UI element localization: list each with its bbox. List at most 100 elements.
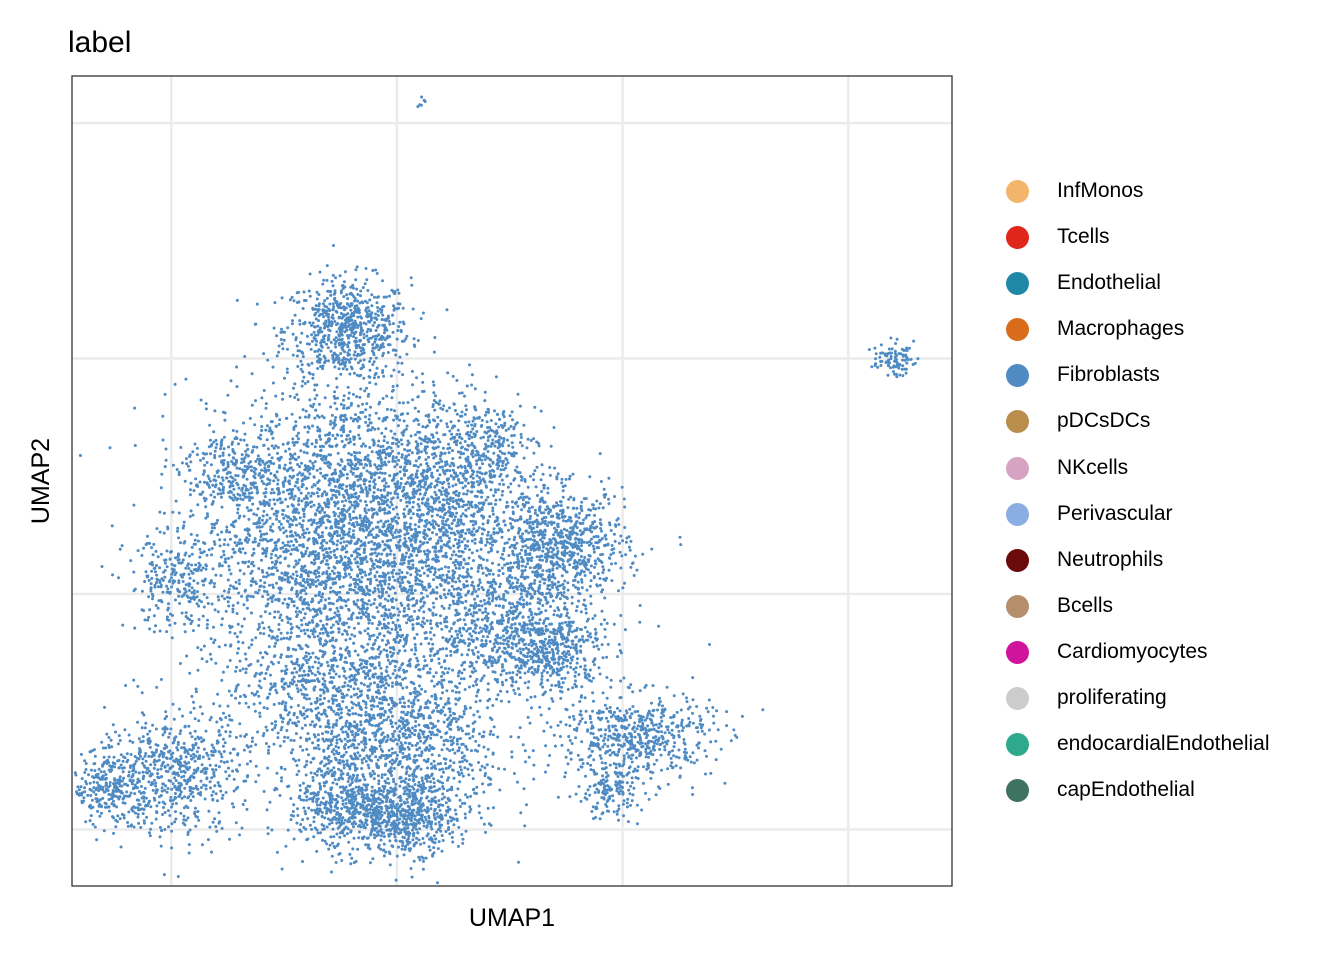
data-point [339, 415, 342, 419]
data-point [217, 598, 221, 602]
data-point [384, 530, 388, 534]
data-point [413, 406, 417, 410]
data-point [409, 434, 413, 438]
data-point [386, 526, 390, 530]
data-point [266, 593, 270, 597]
data-point [397, 440, 401, 444]
data-point [417, 525, 421, 529]
data-point [416, 508, 420, 512]
data-point [394, 353, 398, 357]
data-point [312, 503, 316, 507]
data-point [422, 616, 426, 620]
data-point [272, 512, 276, 516]
data-point [402, 430, 406, 434]
data-point [360, 519, 364, 523]
data-point [370, 507, 374, 511]
data-point [463, 440, 467, 443]
data-point [440, 665, 443, 669]
data-point [305, 441, 309, 445]
data-point [351, 286, 355, 290]
data-point [342, 429, 346, 433]
data-point [344, 572, 347, 576]
data-point [229, 523, 233, 527]
data-point [311, 599, 315, 603]
data-point [317, 571, 321, 575]
data-point [449, 557, 453, 561]
data-point [398, 697, 402, 701]
data-point [272, 491, 276, 495]
data-point [442, 498, 445, 502]
data-point [426, 552, 430, 556]
data-point [362, 529, 366, 533]
data-point [366, 588, 370, 592]
data-point [311, 376, 315, 380]
data-point [446, 425, 449, 429]
data-point [419, 623, 423, 627]
data-point [267, 465, 271, 469]
data-point [287, 597, 291, 600]
data-point [276, 610, 280, 614]
data-point [355, 542, 359, 545]
data-point [316, 349, 320, 353]
data-point [385, 552, 389, 556]
data-point [383, 338, 387, 342]
data-point [472, 585, 476, 588]
data-point [286, 540, 290, 544]
data-point [431, 613, 435, 617]
data-point [326, 499, 330, 503]
data-point [560, 481, 564, 485]
data-point [432, 350, 436, 354]
data-point [304, 504, 308, 507]
data-point [568, 474, 572, 478]
data-point [480, 532, 484, 536]
data-point [386, 491, 390, 495]
data-point [262, 532, 266, 536]
data-point [255, 485, 259, 489]
data-point [484, 610, 487, 614]
data-point [234, 689, 237, 693]
data-point [338, 475, 342, 479]
data-point [371, 472, 375, 476]
data-point [285, 371, 289, 374]
data-point [356, 361, 360, 365]
data-point [298, 416, 302, 420]
data-point [339, 428, 343, 432]
data-point [359, 315, 362, 319]
data-point [336, 539, 340, 543]
data-point [289, 539, 293, 543]
data-point [298, 668, 302, 672]
data-point [419, 442, 423, 446]
data-point [447, 524, 451, 528]
data-point [282, 466, 286, 470]
data-point [404, 539, 408, 543]
data-point [236, 561, 240, 565]
data-point [312, 330, 316, 334]
data-point [459, 595, 463, 599]
data-point [383, 328, 387, 332]
data-point [310, 361, 314, 365]
data-point [386, 351, 390, 354]
data-point [291, 319, 294, 323]
data-point [335, 529, 339, 533]
data-point [614, 561, 618, 565]
data-point [246, 532, 250, 536]
data-point [344, 600, 348, 603]
data-point [455, 499, 459, 503]
data-point [332, 572, 336, 575]
data-point [320, 506, 324, 510]
data-point [343, 465, 347, 468]
data-point [426, 574, 430, 578]
data-point [364, 487, 368, 491]
data-point [431, 435, 435, 439]
data-point [385, 539, 389, 543]
data-point [436, 445, 440, 449]
data-point [275, 514, 279, 518]
data-point [327, 502, 331, 506]
data-point [437, 461, 440, 465]
data-point [281, 442, 285, 446]
data-point [277, 490, 281, 493]
data-point [442, 593, 446, 597]
data-point [363, 629, 367, 633]
data-point [393, 292, 397, 296]
data-point [568, 477, 571, 481]
